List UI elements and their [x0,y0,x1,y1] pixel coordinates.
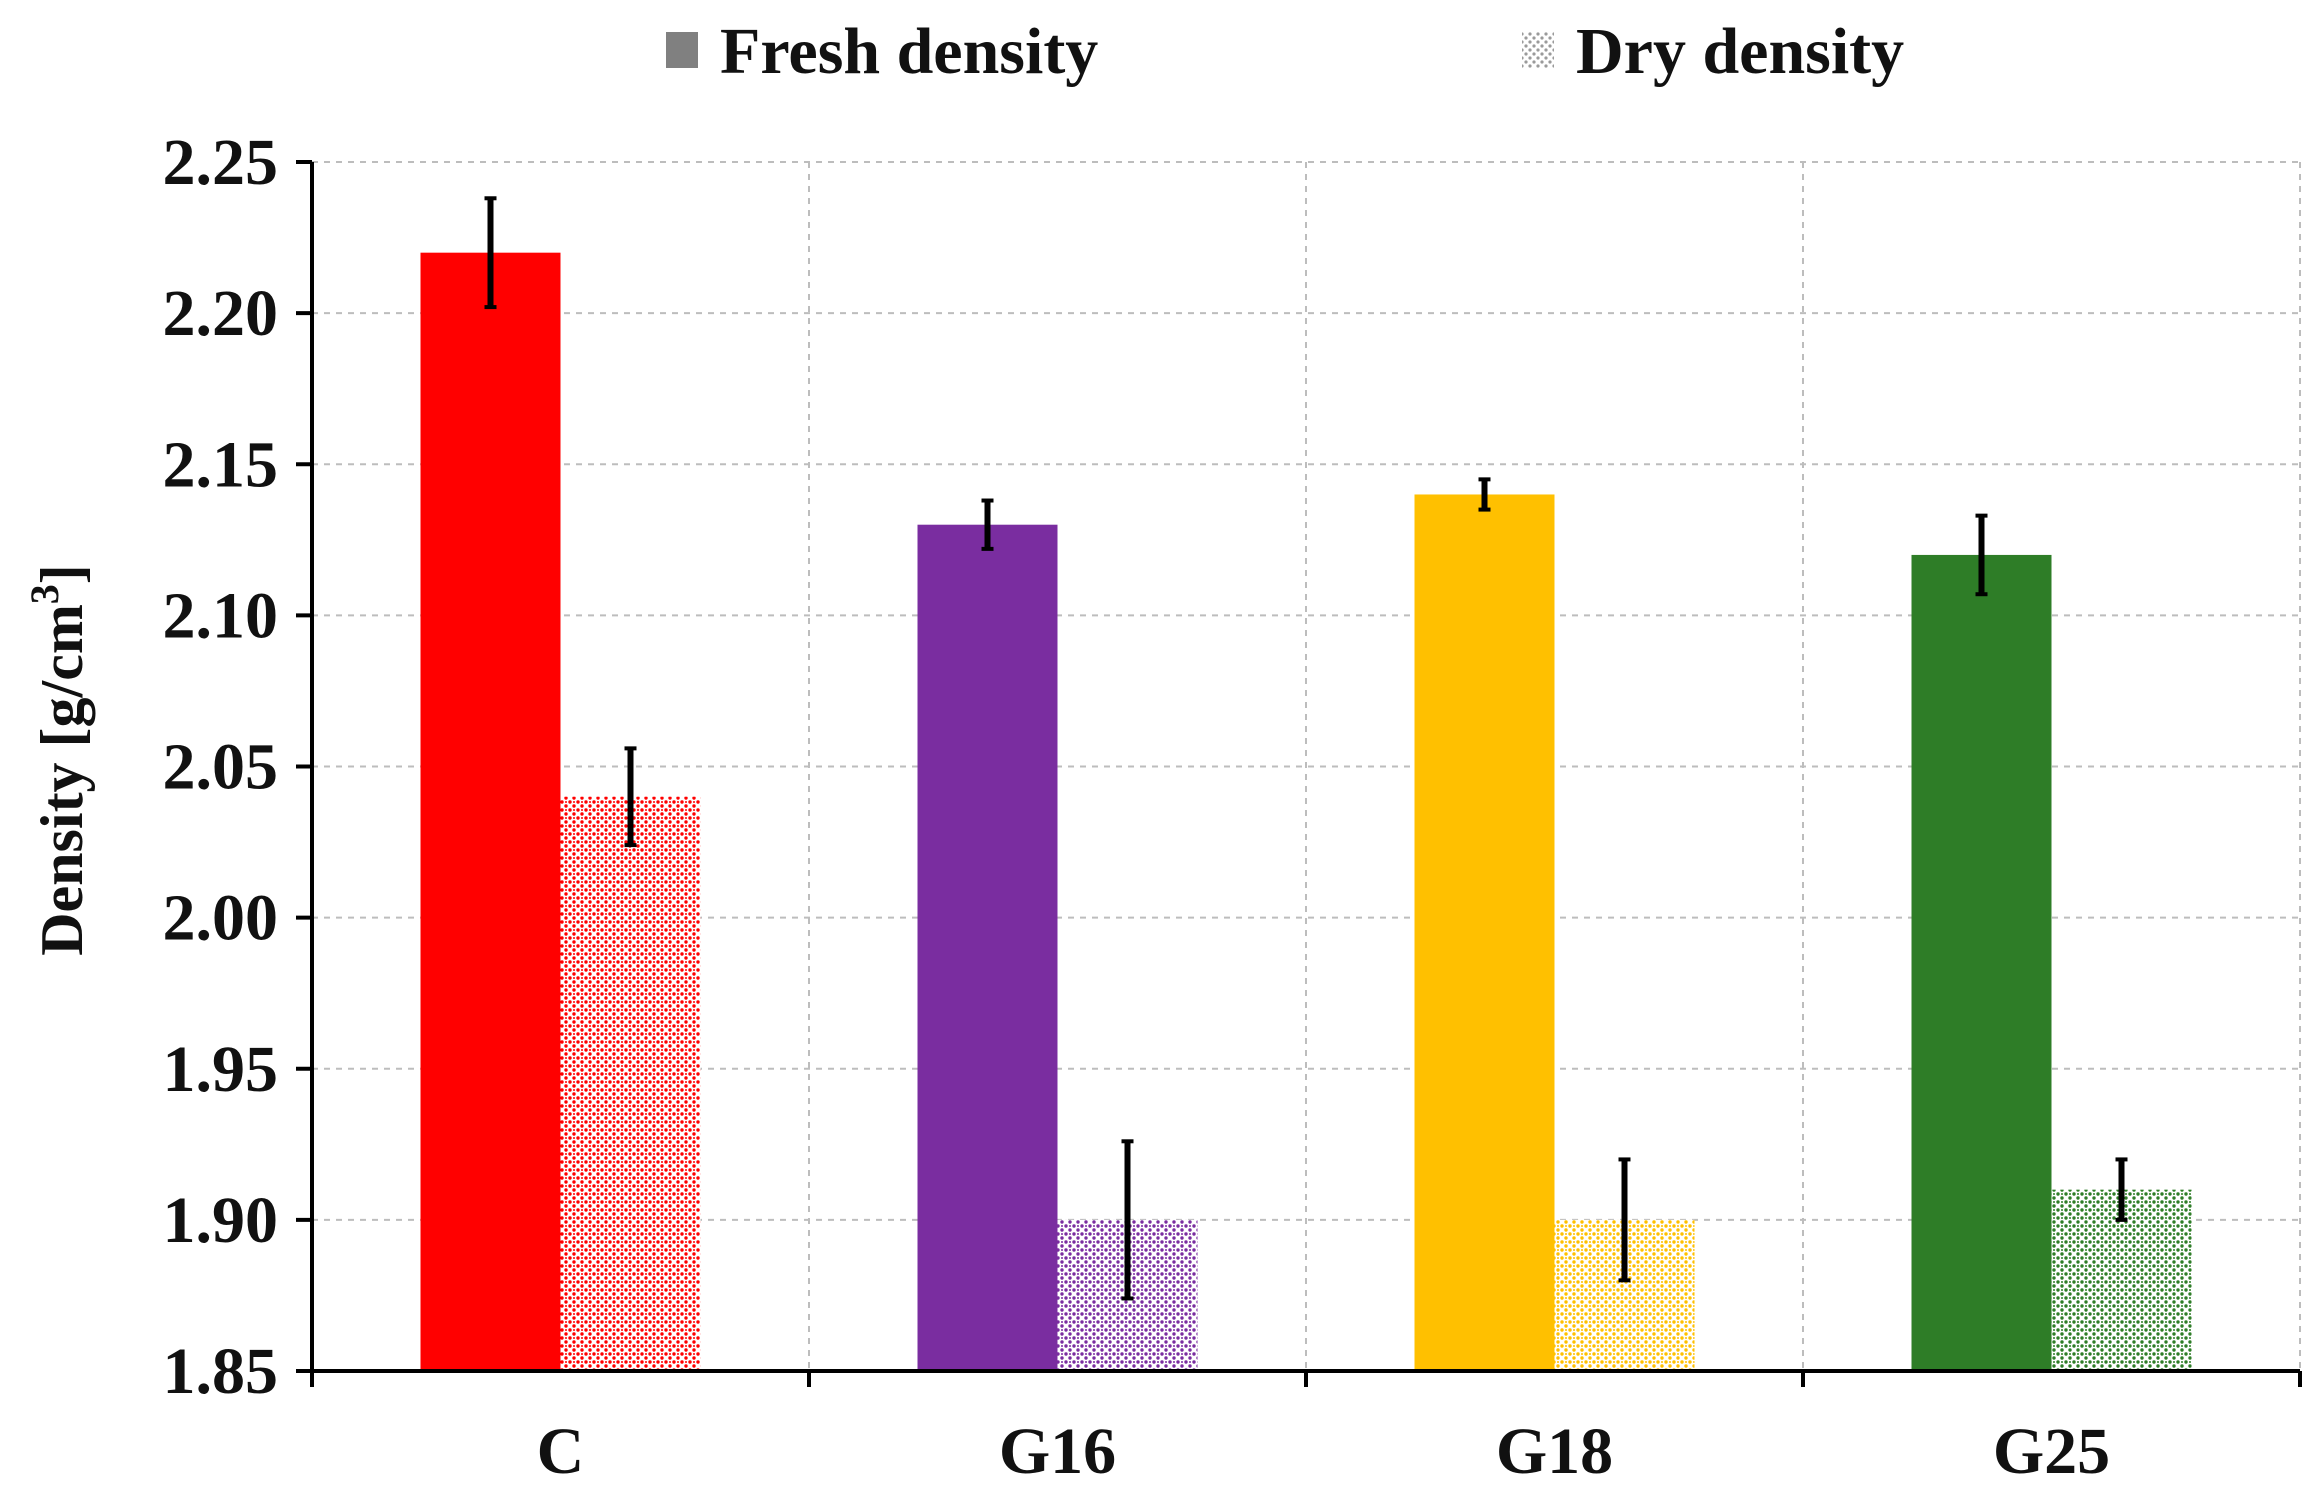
axes [296,160,2302,1387]
legend-label-dry: Dry density [1576,15,1904,88]
bars [420,252,2192,1372]
y-tick-label: 2.10 [163,579,279,652]
y-axis-label: Density [g/cm3] [22,564,95,956]
legend: Fresh density Dry density [666,15,1904,88]
y-tick-label: 2.20 [163,277,279,350]
bar-c-dry [560,796,701,1371]
bar-g18-fresh [1414,494,1555,1372]
bar-g16-fresh [917,524,1058,1371]
y-tick-label: 2.05 [163,731,279,804]
legend-swatch-dry [1522,32,1554,68]
y-tick-label: 2.25 [163,126,279,199]
bar-g25-fresh [1911,554,2052,1371]
y-tick-label: 1.85 [163,1335,279,1408]
y-tick-labels: 1.85 1.90 1.95 2.00 2.05 2.10 2.15 2.20 2.25 [163,126,279,1408]
x-tick-label-g16: G16 [999,1415,1116,1488]
x-tick-label-c: C [537,1415,585,1488]
y-tick-label: 1.95 [163,1033,279,1106]
legend-label-fresh: Fresh density [720,15,1098,88]
y-tick-label: 2.00 [163,882,279,955]
x-tick-labels: C G16 G18 G25 [537,1415,2111,1488]
legend-swatch-fresh [666,32,698,68]
x-tick-label-g25: G25 [1993,1415,2110,1488]
error-bars [484,196,2128,1301]
x-tick-label-g18: G18 [1496,1415,1613,1488]
y-tick-label: 1.90 [163,1184,279,1257]
bar-c-fresh [420,252,561,1371]
y-tick-label: 2.15 [163,428,279,501]
